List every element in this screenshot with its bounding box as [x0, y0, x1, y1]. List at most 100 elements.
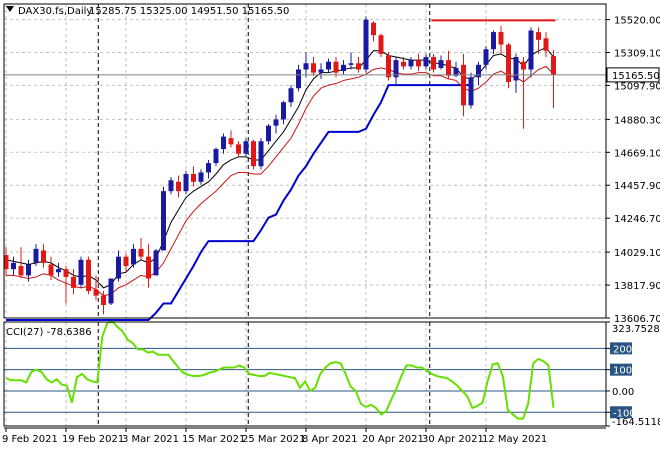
candle-body-31 — [236, 144, 241, 154]
candle-body-44 — [333, 61, 339, 73]
candle-body-54 — [408, 60, 414, 67]
candle-body-10 — [78, 259, 84, 285]
candle-body-58 — [438, 60, 444, 68]
cci-tick-label-4: -100 — [613, 408, 636, 419]
candle-body-57 — [431, 57, 436, 70]
candle-body-19 — [146, 256, 151, 279]
candle-body-11 — [86, 259, 91, 291]
candle-body-4 — [33, 248, 39, 263]
price-tick-label-8: 13817.90 — [614, 281, 660, 292]
cci-level-tag-2 — [610, 363, 632, 376]
price-tick-label-2: 15097.90 — [614, 81, 660, 92]
current-price-box — [606, 67, 660, 83]
candle-body-23 — [176, 181, 181, 192]
candle-body-35 — [266, 125, 271, 142]
current-price-label: 15165.50 — [612, 71, 660, 82]
candle-body-47 — [356, 63, 361, 70]
candle-body-61 — [461, 64, 466, 106]
candle-body-33 — [251, 141, 256, 167]
candle-body-43 — [326, 61, 331, 70]
candle-body-59 — [446, 60, 451, 76]
stop-line-series — [6, 84, 471, 321]
candle-body-3 — [26, 264, 31, 276]
price-tick-label-3: 14880.30 — [614, 115, 660, 126]
candle-body-15 — [116, 256, 121, 279]
price-axis-ticks: 15520.00 15309.10 15097.90 14880.30 14669.10… — [606, 16, 660, 325]
cci-series — [4, 320, 606, 420]
candle-body-14 — [108, 278, 114, 304]
candle-body-65 — [491, 32, 496, 50]
cci-tick-label-5: -164.5118 — [612, 417, 660, 428]
candle-body-29 — [221, 136, 226, 150]
candle-body-63 — [476, 64, 481, 78]
candle-body-42 — [318, 69, 324, 73]
candle-body-32 — [243, 141, 249, 154]
candle-body-48 — [363, 19, 369, 70]
candle-body-55 — [416, 60, 421, 67]
cci-line — [5, 320, 555, 420]
candle-body-20 — [153, 250, 159, 276]
candle-body-36 — [273, 119, 279, 126]
candle-body-8 — [63, 269, 69, 277]
cci-tick-label-0: 323.7528 — [612, 324, 660, 335]
candle-body-34 — [258, 141, 264, 167]
candle-body-26 — [198, 172, 204, 182]
candle-body-2 — [18, 266, 24, 276]
candle-body-1 — [11, 262, 16, 270]
stop-line — [6, 84, 471, 321]
panel-frames — [3, 3, 607, 429]
candle-body-38 — [288, 88, 294, 103]
candle-body-9 — [71, 276, 76, 288]
time-tick-label-0: 9 Feb 2021 — [2, 434, 58, 445]
cci-level-tag-4 — [610, 406, 632, 419]
title-dropdown-icon — [6, 6, 14, 12]
time-tick-label-8: 12 May 2021 — [482, 434, 547, 445]
candle-body-51 — [386, 55, 391, 78]
cci-tick-label-2: 100 — [613, 366, 632, 377]
candle-body-64 — [483, 49, 489, 65]
candle-body-67 — [506, 44, 511, 82]
candle-body-68 — [513, 57, 519, 81]
candlestick-series — [3, 16, 556, 315]
price-tick-label-6: 14246.70 — [614, 214, 660, 225]
candle-body-13 — [101, 295, 106, 306]
candle-body-40 — [303, 63, 309, 70]
candle-body-50 — [378, 35, 384, 54]
time-tick-label-5: 8 Apr 2021 — [302, 434, 357, 445]
cci-axis-ticks: 323.7528 200 100 0.00 -100-164.5118 — [606, 321, 660, 428]
candle-body-49 — [371, 22, 376, 36]
time-tick-label-4: 25 Mar 2021 — [242, 434, 305, 445]
candle-body-28 — [213, 149, 219, 164]
chart-title: DAX30.fs,Daily — [18, 6, 92, 17]
current-price-line: 15165.50 — [4, 67, 660, 83]
time-tick-label-1: 19 Feb 2021 — [62, 434, 124, 445]
candle-body-0 — [3, 255, 9, 270]
candle-body-60 — [453, 67, 459, 76]
price-tick-label-1: 15309.10 — [614, 48, 660, 59]
ohlc-header: 15285.75 15325.00 14951.50 15165.50 — [89, 6, 289, 17]
candle-body-66 — [498, 32, 504, 45]
candle-body-41 — [311, 63, 316, 73]
price-tick-label-5: 14457.90 — [614, 181, 660, 192]
candle-body-53 — [401, 61, 406, 67]
candle-body-7 — [56, 269, 61, 273]
candle-body-71 — [536, 32, 541, 40]
price-tick-label-0: 15520.00 — [614, 16, 660, 27]
cci-panel-frame — [3, 321, 607, 427]
candle-body-17 — [131, 248, 136, 265]
candle-body-30 — [228, 138, 234, 145]
candle-body-21 — [161, 191, 166, 251]
time-tick-label-6: 20 Apr 2021 — [362, 434, 424, 445]
candle-body-45 — [341, 64, 346, 72]
candle-body-39 — [296, 69, 301, 89]
candle-body-72 — [543, 38, 549, 51]
time-tick-label-3: 15 Mar 2021 — [182, 434, 245, 445]
price-tick-label-7: 14029.10 — [614, 248, 660, 259]
candle-body-22 — [168, 180, 174, 192]
price-panel-frame — [3, 3, 607, 319]
candle-body-62 — [468, 77, 474, 106]
candle-body-16 — [123, 256, 129, 267]
